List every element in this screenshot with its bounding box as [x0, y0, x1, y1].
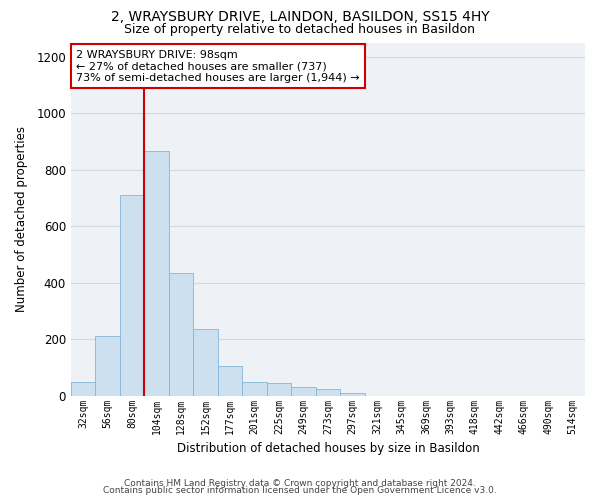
Text: Contains HM Land Registry data © Crown copyright and database right 2024.: Contains HM Land Registry data © Crown c…: [124, 478, 476, 488]
Bar: [145, 152, 169, 396]
Bar: [120, 195, 145, 396]
Text: 2, WRAYSBURY DRIVE, LAINDON, BASILDON, SS15 4HY: 2, WRAYSBURY DRIVE, LAINDON, BASILDON, S…: [110, 10, 490, 24]
Bar: [340, 393, 365, 396]
Bar: [71, 382, 95, 396]
Y-axis label: Number of detached properties: Number of detached properties: [15, 126, 28, 312]
Bar: [193, 329, 218, 396]
Bar: [242, 382, 267, 396]
Bar: [291, 387, 316, 396]
Bar: [267, 384, 291, 396]
Bar: [95, 336, 120, 396]
Text: Size of property relative to detached houses in Basildon: Size of property relative to detached ho…: [125, 22, 476, 36]
Text: 2 WRAYSBURY DRIVE: 98sqm
← 27% of detached houses are smaller (737)
73% of semi-: 2 WRAYSBURY DRIVE: 98sqm ← 27% of detach…: [76, 50, 360, 83]
Bar: [316, 390, 340, 396]
Bar: [169, 272, 193, 396]
Bar: [218, 366, 242, 396]
X-axis label: Distribution of detached houses by size in Basildon: Distribution of detached houses by size …: [176, 442, 479, 455]
Text: Contains public sector information licensed under the Open Government Licence v3: Contains public sector information licen…: [103, 486, 497, 495]
